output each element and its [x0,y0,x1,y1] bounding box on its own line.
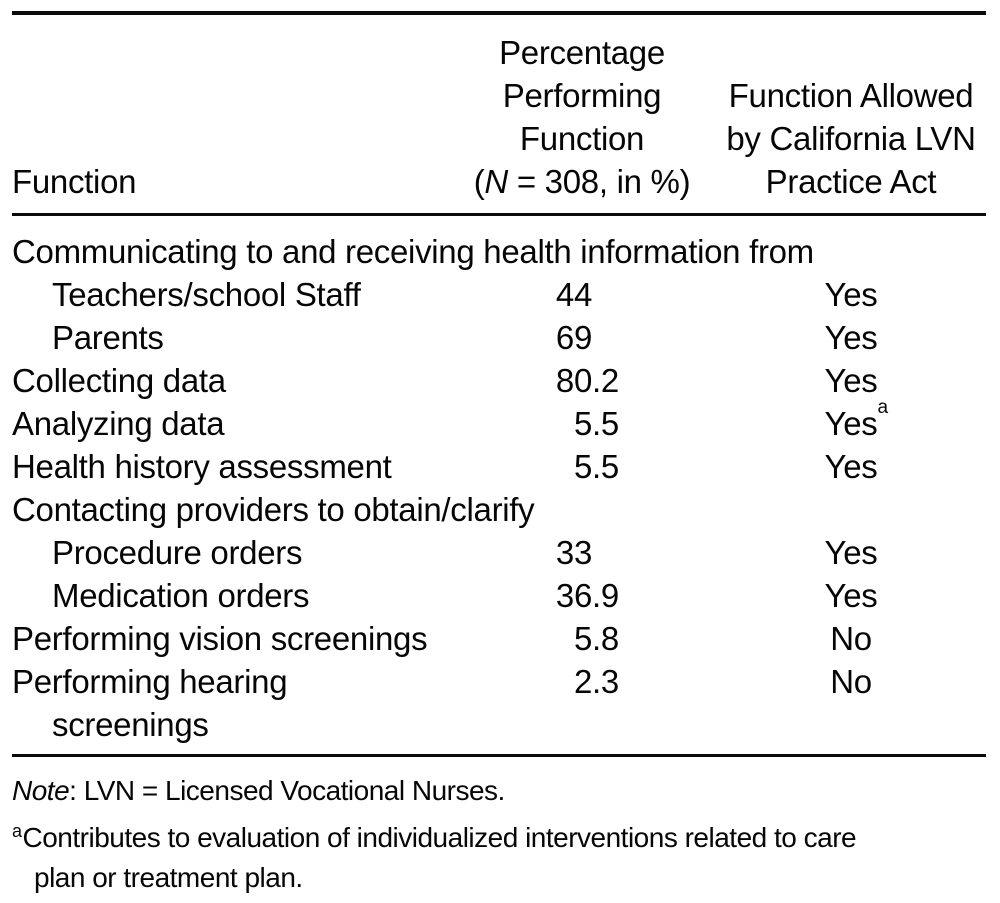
table-row-section: Contacting providers to obtain/clarify [12,488,986,531]
table-row-continuation: screenings [12,703,986,746]
function-label: Communicating to and receiving health in… [12,233,814,270]
footnote-line-1: aContributes to evaluation of individual… [12,821,857,853]
note-line: Note: LVN = Licensed Vocational Nurses. [12,771,986,811]
percentage-value: 69 [555,319,592,356]
function-label: Teachers/school Staff [52,276,361,313]
percentage-value: 5.5 [573,405,619,442]
note-label: Note [12,775,70,806]
percentage-value: 44 [555,276,592,313]
allowed-value: Yes [824,448,878,485]
percentage-value: 80.2 [555,362,619,399]
table-row: Parents 69 Yes [12,316,986,359]
table-row: Collecting data 80.2 Yes [12,359,986,402]
allowed-header-line: Practice Act [765,163,937,200]
allowed-value: Yes [824,319,878,356]
percentage-header-line: Performing [502,77,662,114]
function-label: Collecting data [12,362,226,399]
percentage-value: 36.9 [555,577,619,614]
column-header-allowed: Function Allowed by California LVN Pract… [702,74,986,203]
allowed-value: No [830,620,872,657]
table-top-rule [12,11,986,15]
table-bottom-rule [12,754,986,757]
percentage-value: 2.3 [573,663,619,700]
table-row: Procedure orders 33 Yes [12,531,986,574]
function-label-wrap: screenings [52,706,209,743]
percentage-value: 5.8 [573,620,619,657]
allowed-value: Yes a [824,397,889,442]
note-text: : LVN = Licensed Vocational Nurses. [69,775,505,806]
function-label: Parents [52,319,164,356]
table-row: Analyzing data 5.5 Yes a [12,397,986,445]
function-label: Contacting providers to obtain/clarify [12,491,535,528]
allowed-value: Yes [824,577,878,614]
table-row: Medication orders 36.9 Yes [12,574,986,617]
function-label: Performing hearing [12,663,288,700]
table-header-rule [12,213,986,216]
table-row: Health history assessment 5.5 Yes [12,445,986,488]
allowed-value: No [830,663,872,700]
column-header-function: Function [12,163,137,200]
table-row: Teachers/school Staff 44 Yes [12,273,986,316]
table-row-section: Communicating to and receiving health in… [12,230,986,273]
function-label: Performing vision screenings [12,620,428,657]
function-label: Medication orders [52,577,310,614]
stat-n-symbol: N [484,163,508,200]
allowed-header-line: Function Allowed [728,77,974,114]
table-notes: Note: LVN = Licensed Vocational Nurses. … [12,757,986,898]
function-label: Procedure orders [52,534,303,571]
stat-rest: = 308, in %) [507,163,691,200]
allowed-value: Yes [824,362,878,399]
allowed-value: Yes [824,534,878,571]
footnote-marker-sup: a [877,397,888,418]
table-row: Performing hearing 2.3 No [12,660,986,703]
table-header-row: Function Percentage Performing Function … [12,15,986,213]
table-row: Performing vision screenings 5.8 No [12,617,986,660]
percentage-value: 5.5 [573,448,619,485]
percentage-value: 33 [555,534,592,571]
footnote-line-2: plan or treatment plan. [34,862,303,893]
allowed-header-line: by California LVN [726,120,976,157]
stat-open-paren: ( [473,163,485,200]
percentage-header-line: Function [519,120,645,157]
function-label: Analyzing data [12,405,225,442]
table-body: Communicating to and receiving health in… [12,216,986,754]
journal-table-page: Function Percentage Performing Function … [0,11,1000,903]
footnote-marker: a [12,821,22,841]
percentage-header-line: Percentage [499,34,665,71]
column-header-percentage: Percentage Performing Function (N = 308,… [462,31,702,203]
footnote: aContributes to evaluation of individual… [12,811,986,898]
percentage-header-stat-line: (N = 308, in %) [462,160,702,203]
function-label: Health history assessment [12,448,392,485]
allowed-value: Yes [824,276,878,313]
